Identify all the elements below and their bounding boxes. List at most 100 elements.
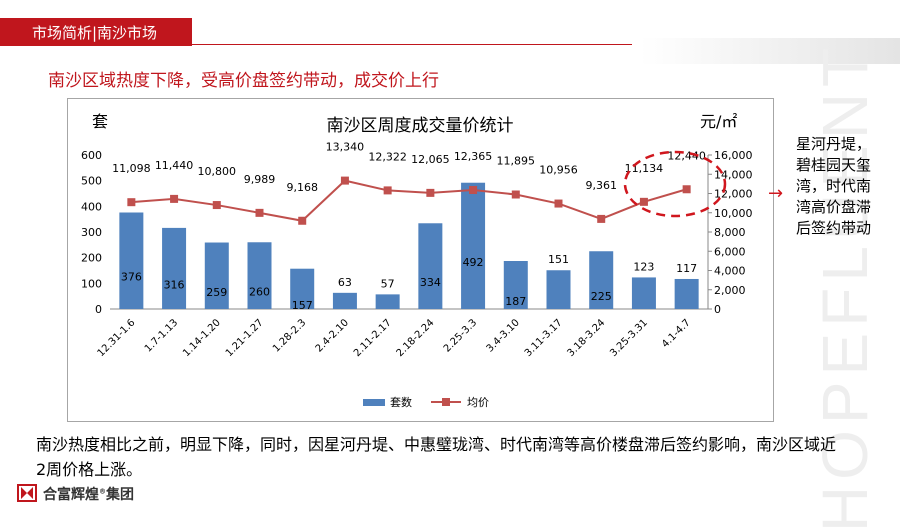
y-tick-label: 0 bbox=[95, 303, 102, 316]
price-value-label: 12,440 bbox=[667, 149, 706, 162]
x-tick-label: 12.31-1.6 bbox=[96, 317, 138, 359]
chart-svg: 南沙区周度成交量价统计 套 元/㎡ 0 100 200 300 400 500 600 0 2,000… bbox=[81, 112, 753, 409]
y2-tick-label: 0 bbox=[714, 303, 721, 316]
bar-2.11-2.17 bbox=[375, 294, 400, 309]
chart-container: 南沙区周度成交量价统计 套 元/㎡ 0 100 200 300 400 500 600 0 2,000… bbox=[67, 98, 774, 422]
y2-tick-label: 16,000 bbox=[714, 149, 753, 162]
price-point bbox=[170, 194, 179, 203]
price-line bbox=[131, 179, 687, 222]
legend-line-label: 均价 bbox=[467, 396, 489, 409]
y2-tick-label: 10,000 bbox=[714, 207, 753, 220]
y2-tick-label: 6,000 bbox=[714, 245, 746, 258]
bar-1.28-2.3 bbox=[290, 268, 315, 309]
y-tick-label: 500 bbox=[81, 175, 102, 188]
x-tick-label: 4.1-4.7 bbox=[660, 317, 693, 350]
price-value-label: 11,098 bbox=[112, 162, 151, 175]
price-value-label: 9,989 bbox=[244, 173, 276, 186]
legend-bar-label: 套数 bbox=[390, 396, 412, 409]
bar-value-label: 334 bbox=[420, 276, 441, 289]
price-value-label: 9,361 bbox=[585, 179, 617, 192]
price-point bbox=[212, 201, 221, 210]
x-tick-label: 2.25-3.3 bbox=[442, 317, 479, 354]
bar-2.18-2.24 bbox=[418, 223, 443, 309]
y-tick-label: 300 bbox=[81, 226, 102, 239]
price-value-label: 10,800 bbox=[198, 165, 237, 178]
bar-value-label: 225 bbox=[591, 290, 612, 303]
bar-2.4-2.10 bbox=[332, 292, 357, 309]
highlight-ellipse bbox=[623, 150, 727, 218]
price-point bbox=[383, 186, 392, 195]
x-tick-label: 3.11-3.17 bbox=[523, 317, 565, 359]
price-value-label: 9,168 bbox=[286, 181, 318, 194]
price-value-label: 11,134 bbox=[625, 162, 664, 175]
bar-value-label: 151 bbox=[548, 253, 569, 266]
bar-1.14-1.20 bbox=[204, 242, 229, 309]
price-point bbox=[639, 197, 648, 206]
body-paragraph: 南沙热度相比之前，明显下降，同时，因星河丹堤、中惠璧珑湾、时代南湾等高价楼盘滞后… bbox=[36, 435, 837, 479]
price-value-label: 11,895 bbox=[497, 155, 536, 168]
price-point bbox=[298, 216, 307, 225]
bar-1.21-1.27 bbox=[247, 242, 272, 309]
y2-tick-label: 2,000 bbox=[714, 284, 746, 297]
y-tick-label: 200 bbox=[81, 252, 102, 265]
bar-value-label: 187 bbox=[505, 295, 526, 308]
price-value-label: 12,365 bbox=[454, 150, 493, 163]
header-band bbox=[0, 18, 192, 46]
bar-2.25-3.3 bbox=[461, 182, 486, 309]
price-value-label: 10,956 bbox=[539, 164, 578, 177]
bar-value-label: 376 bbox=[121, 271, 142, 284]
bar-4.1-4.7 bbox=[674, 278, 699, 309]
price-point bbox=[426, 188, 435, 197]
price-value-label: 11,440 bbox=[155, 159, 194, 172]
price-point bbox=[127, 198, 136, 207]
price-point bbox=[554, 199, 563, 208]
decorative-band bbox=[640, 38, 900, 64]
y-tick-label: 400 bbox=[81, 200, 102, 213]
x-tick-label: 1.21-1.27 bbox=[224, 317, 266, 359]
bar-value-label: 260 bbox=[249, 286, 270, 299]
x-tick-label: 2.4-2.10 bbox=[314, 317, 351, 354]
bar-value-label: 123 bbox=[633, 260, 654, 273]
slide-subtitle: 南沙区域热度下降，受高价盘签约带动，成交价上行 bbox=[48, 71, 439, 91]
x-tick-label: 3.25-3.31 bbox=[608, 317, 650, 359]
header-divider bbox=[192, 44, 632, 45]
price-point bbox=[682, 185, 691, 194]
y-axis-label: 套 bbox=[92, 112, 108, 131]
x-tick-label: 3.4-3.10 bbox=[485, 317, 522, 354]
price-value-label: 13,340 bbox=[326, 141, 365, 154]
price-point bbox=[597, 214, 606, 223]
price-point bbox=[255, 208, 264, 217]
bar-value-label: 492 bbox=[463, 256, 484, 269]
price-point bbox=[340, 176, 349, 185]
x-tick-label: 1.28-2.3 bbox=[271, 317, 308, 354]
side-note: 星河丹堤，碧桂园天玺湾，时代南湾高价盘滞后签约带动 bbox=[796, 135, 872, 237]
y-tick-label: 100 bbox=[81, 277, 102, 290]
bar-value-label: 117 bbox=[676, 262, 697, 275]
logo-text: 合富辉煌®集团 bbox=[43, 487, 134, 503]
chart-title: 南沙区周度成交量价统计 bbox=[327, 116, 514, 136]
bar-value-label: 157 bbox=[292, 299, 313, 312]
x-tick-label: 3.18-3.24 bbox=[566, 317, 608, 359]
x-tick-label: 2.18-2.24 bbox=[395, 317, 437, 359]
y2-axis-label: 元/㎡ bbox=[700, 112, 737, 131]
price-value-label: 12,322 bbox=[368, 150, 407, 163]
price-point bbox=[511, 190, 520, 199]
legend-bar-swatch bbox=[363, 399, 385, 406]
bar-value-label: 57 bbox=[381, 277, 395, 290]
y2-tick-label: 8,000 bbox=[714, 226, 746, 239]
header-title: 市场简析|南沙市场 bbox=[32, 24, 158, 42]
bar-value-label: 63 bbox=[338, 276, 352, 289]
arrow-right-icon: → bbox=[768, 183, 784, 204]
y-tick-label: 600 bbox=[81, 149, 102, 162]
bar-3.11-3.17 bbox=[546, 270, 571, 309]
bar-12.31-1.6 bbox=[119, 212, 144, 309]
section-header: 市场简析|南沙市场 bbox=[0, 18, 632, 46]
bar-value-label: 259 bbox=[206, 286, 227, 299]
y2-tick-label: 4,000 bbox=[714, 265, 746, 278]
price-point bbox=[469, 185, 478, 194]
bar-value-label: 316 bbox=[164, 278, 185, 291]
x-tick-label: 1.7-1.13 bbox=[143, 317, 180, 354]
price-value-label: 12,065 bbox=[411, 153, 450, 166]
logo-mark-icon bbox=[17, 484, 37, 502]
y2-tick-label: 14,000 bbox=[714, 168, 753, 181]
